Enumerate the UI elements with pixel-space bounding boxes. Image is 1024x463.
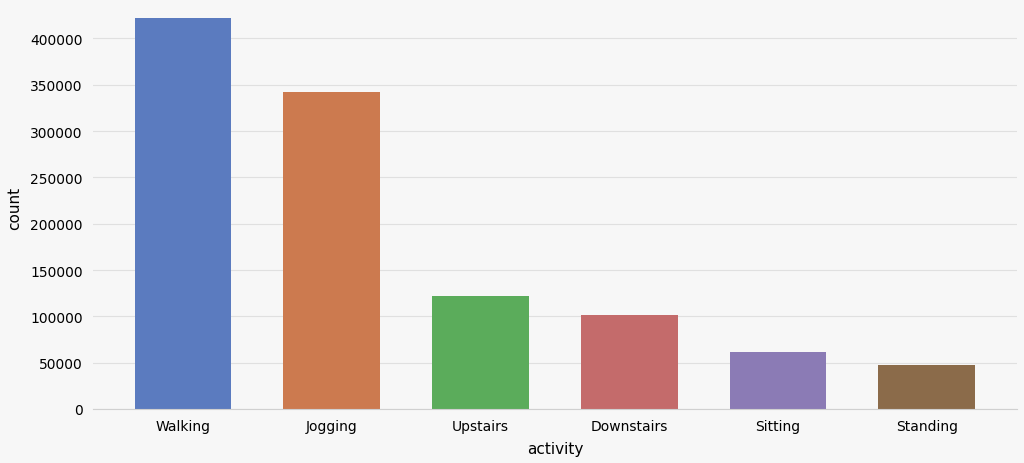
Bar xyxy=(581,316,678,409)
Bar xyxy=(432,296,528,409)
X-axis label: activity: activity xyxy=(526,441,583,456)
Bar xyxy=(730,353,826,409)
Bar xyxy=(134,19,231,409)
Bar xyxy=(284,93,380,409)
Bar xyxy=(879,365,975,409)
Y-axis label: count: count xyxy=(7,187,22,230)
